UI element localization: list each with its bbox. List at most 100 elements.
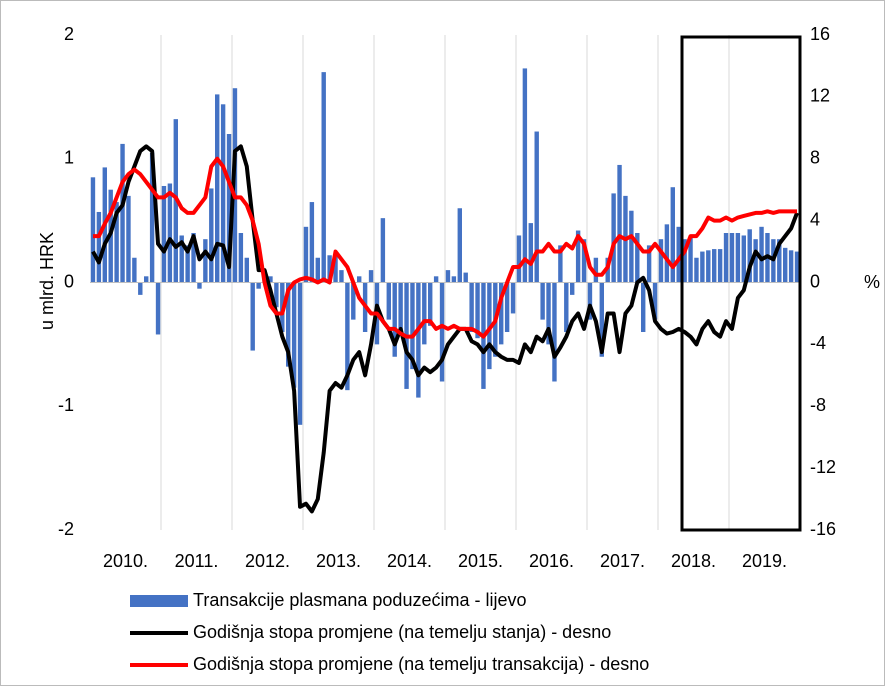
bar	[747, 229, 752, 283]
bar	[777, 239, 782, 283]
y2-tick-label: 0	[810, 271, 820, 291]
bar	[386, 282, 391, 320]
line	[91, 144, 799, 514]
bar	[445, 270, 451, 283]
bar	[717, 249, 723, 283]
bar	[410, 282, 415, 370]
x-tick-label: 2017.	[600, 551, 645, 571]
bar	[321, 72, 326, 283]
bar	[646, 245, 652, 283]
bar	[345, 282, 350, 391]
bar	[451, 276, 457, 283]
bar	[226, 134, 232, 283]
bar	[220, 104, 226, 283]
bar	[392, 282, 397, 357]
bar	[759, 226, 764, 283]
bar	[428, 282, 433, 326]
bar	[398, 282, 403, 332]
x-tick-label: 2015.	[458, 551, 503, 571]
bar	[794, 251, 800, 283]
x-tick-label: 2011.	[175, 551, 219, 571]
bar	[558, 245, 563, 283]
bar	[658, 239, 664, 283]
legend-label: Transakcije plasmana poduzećima - lijevo	[193, 590, 526, 610]
bar	[788, 250, 794, 283]
bar	[783, 247, 788, 283]
y2-tick-label: -8	[810, 395, 826, 415]
bar	[114, 202, 119, 283]
y-axis-label: u mlrd. HRK	[37, 232, 57, 330]
bar	[546, 282, 551, 345]
x-tick-label: 2012.	[245, 551, 290, 571]
bar	[90, 177, 96, 283]
bar	[333, 254, 338, 283]
bar	[534, 131, 539, 283]
bar	[126, 195, 131, 283]
bar	[303, 226, 309, 283]
bar	[215, 94, 220, 283]
y2-tick-label: 16	[810, 24, 830, 44]
bar	[209, 188, 214, 283]
y2-tick-label: -4	[810, 333, 826, 353]
bar	[629, 210, 634, 283]
bar	[528, 223, 533, 283]
bar	[96, 211, 102, 283]
bar	[357, 276, 362, 283]
bar	[268, 276, 273, 283]
x-tick-label: 2013.	[316, 551, 361, 571]
y2-tick-label: 8	[810, 148, 820, 168]
bar	[457, 208, 462, 283]
x-tick-label: 2016.	[529, 551, 574, 571]
bar	[380, 218, 386, 283]
bar	[729, 233, 735, 283]
x-tick-label: 2019.	[742, 551, 787, 571]
bar	[144, 276, 149, 283]
bar	[469, 282, 474, 332]
bar	[664, 224, 670, 283]
y2-tick-label: 4	[810, 209, 820, 229]
bar	[587, 282, 593, 320]
x-tick-label: 2018.	[671, 551, 716, 571]
bar	[433, 276, 439, 283]
bar	[274, 282, 279, 308]
bar	[735, 233, 741, 283]
x-tick-label: 2014.	[387, 551, 432, 571]
bar	[286, 282, 291, 367]
bar	[522, 68, 528, 283]
bar	[682, 239, 687, 283]
bar	[706, 250, 711, 283]
bar	[641, 282, 646, 332]
bar	[652, 282, 658, 320]
bar	[439, 282, 445, 382]
bar	[250, 282, 255, 351]
y-tick-label: 0	[64, 271, 74, 291]
line	[92, 156, 798, 339]
bar	[581, 239, 587, 283]
bar	[575, 230, 581, 283]
bar	[244, 257, 249, 283]
bar	[327, 255, 332, 283]
bar	[723, 233, 729, 283]
bar	[688, 237, 693, 283]
bar	[368, 270, 374, 283]
bar	[635, 233, 640, 283]
bar	[670, 187, 675, 283]
legend-swatch	[130, 595, 188, 607]
bar	[155, 282, 161, 335]
bar	[309, 202, 315, 283]
bar	[149, 152, 155, 283]
bar	[741, 235, 746, 283]
y-tick-label: -2	[58, 519, 74, 539]
bar	[161, 185, 167, 283]
bar	[712, 249, 717, 283]
bar	[700, 251, 705, 283]
bar	[132, 257, 137, 283]
bar	[499, 282, 504, 345]
y2-tick-label: -12	[810, 457, 836, 477]
y-tick-label: 2	[64, 24, 74, 44]
bar	[599, 282, 604, 357]
bar	[191, 233, 196, 283]
bar	[422, 282, 427, 345]
y2-tick-label: 12	[810, 86, 830, 106]
